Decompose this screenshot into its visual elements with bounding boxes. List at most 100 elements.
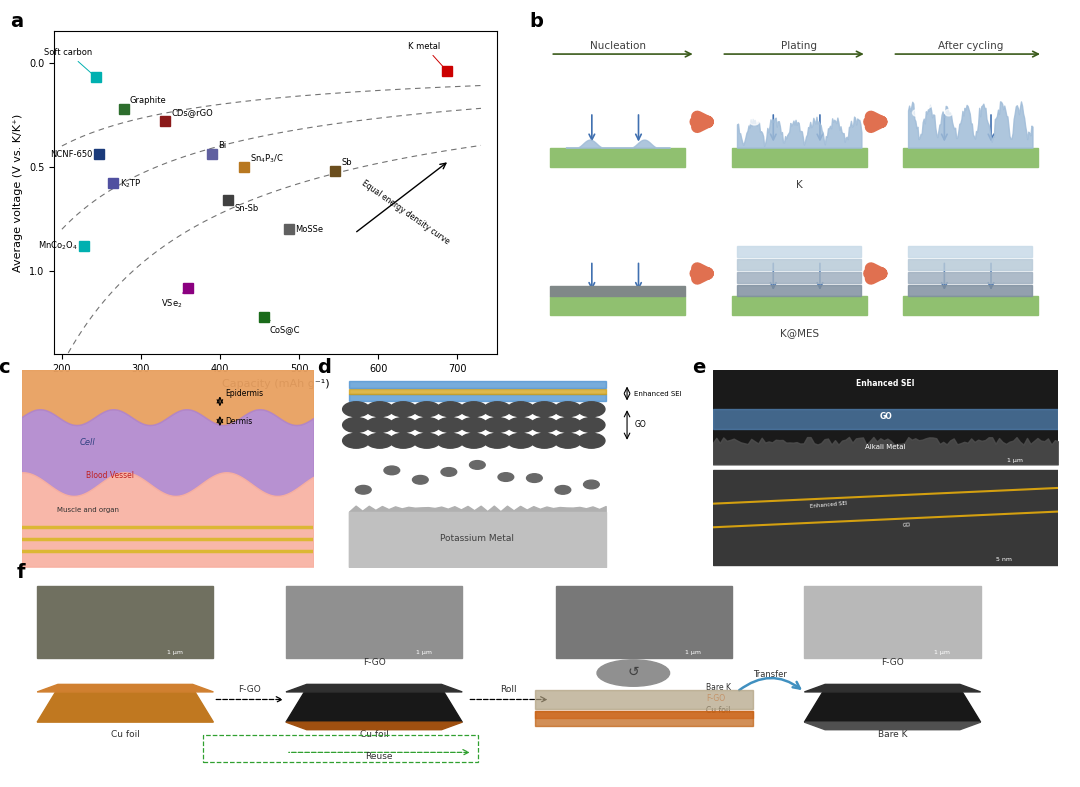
Circle shape	[554, 401, 581, 417]
Circle shape	[342, 401, 369, 417]
Polygon shape	[37, 688, 214, 722]
Bar	[737, 259, 862, 270]
Ellipse shape	[799, 91, 809, 98]
Circle shape	[498, 473, 514, 482]
Text: a: a	[10, 12, 23, 31]
Bar	[732, 148, 866, 167]
Bar	[908, 285, 1032, 296]
Text: GO: GO	[634, 420, 646, 430]
Circle shape	[441, 467, 457, 476]
Circle shape	[484, 433, 511, 448]
Bar	[551, 148, 685, 167]
Circle shape	[508, 401, 535, 417]
Circle shape	[508, 433, 535, 448]
Text: F-GO: F-GO	[881, 659, 904, 667]
Bar	[535, 711, 753, 726]
Bar	[903, 296, 1038, 316]
Text: Cu foil: Cu foil	[360, 730, 389, 739]
Circle shape	[578, 417, 605, 433]
Text: CDs@rGO: CDs@rGO	[164, 108, 213, 121]
Text: d: d	[318, 358, 330, 377]
Text: Bare K: Bare K	[878, 730, 907, 739]
Text: Sb: Sb	[335, 158, 352, 171]
Polygon shape	[286, 685, 462, 692]
Bar	[908, 246, 1032, 257]
Text: Muscle and organ: Muscle and organ	[56, 507, 119, 512]
Circle shape	[366, 433, 393, 448]
Text: f: f	[16, 563, 25, 582]
Text: K@MES: K@MES	[780, 328, 819, 338]
Circle shape	[390, 401, 417, 417]
Ellipse shape	[1018, 94, 1026, 100]
Text: 5 nm: 5 nm	[996, 556, 1012, 562]
Circle shape	[531, 401, 558, 417]
Ellipse shape	[945, 109, 953, 116]
Text: Blood Vessel: Blood Vessel	[85, 471, 134, 480]
X-axis label: Capacity (mAh g⁻¹): Capacity (mAh g⁻¹)	[221, 379, 329, 390]
Polygon shape	[37, 685, 214, 692]
Bar	[535, 690, 753, 709]
Text: b: b	[529, 12, 543, 31]
Text: Roll: Roll	[501, 685, 517, 694]
Text: MoSSe: MoSSe	[288, 225, 323, 234]
Polygon shape	[805, 685, 981, 692]
Text: CoS@C: CoS@C	[266, 318, 300, 334]
Text: c: c	[0, 358, 10, 377]
Text: Sn$_4$P$_3$/C: Sn$_4$P$_3$/C	[244, 152, 284, 167]
Text: Enhanced SEI: Enhanced SEI	[634, 390, 681, 397]
Text: F-GO: F-GO	[239, 685, 261, 694]
Circle shape	[554, 417, 581, 433]
Circle shape	[583, 480, 599, 489]
Ellipse shape	[750, 110, 760, 118]
Bar	[908, 272, 1032, 283]
Circle shape	[414, 417, 441, 433]
Text: K: K	[796, 180, 802, 190]
Text: F-GO: F-GO	[363, 659, 386, 667]
Text: Transfer: Transfer	[753, 670, 787, 679]
Bar	[203, 735, 477, 762]
Text: Cu foil: Cu foil	[706, 706, 730, 715]
Ellipse shape	[802, 87, 812, 94]
Bar	[713, 409, 1058, 429]
Text: GO: GO	[903, 523, 912, 528]
Text: Cell: Cell	[80, 438, 96, 447]
Bar	[37, 586, 214, 658]
Circle shape	[436, 433, 463, 448]
Bar	[737, 285, 862, 296]
Text: After cycling: After cycling	[937, 41, 1003, 51]
Polygon shape	[805, 722, 981, 730]
Text: Sn-Sb: Sn-Sb	[228, 200, 258, 213]
Circle shape	[484, 417, 511, 433]
Text: K$_2$TP: K$_2$TP	[113, 177, 141, 190]
Bar	[805, 586, 981, 658]
Ellipse shape	[750, 117, 759, 125]
Text: VSe$_2$: VSe$_2$	[161, 290, 187, 310]
Text: Graphite: Graphite	[123, 96, 166, 109]
Polygon shape	[286, 688, 462, 722]
Circle shape	[470, 460, 485, 469]
Text: Bare K: Bare K	[706, 683, 731, 692]
Bar	[737, 272, 862, 283]
Circle shape	[508, 417, 535, 433]
Circle shape	[460, 433, 487, 448]
Circle shape	[366, 417, 393, 433]
Text: ↺: ↺	[627, 665, 639, 679]
Bar	[908, 259, 1032, 270]
Text: Enhanced SEI: Enhanced SEI	[810, 501, 848, 508]
Text: 1 μm: 1 μm	[685, 650, 701, 655]
Circle shape	[342, 433, 369, 448]
Circle shape	[342, 417, 369, 433]
Circle shape	[484, 401, 511, 417]
Bar	[713, 370, 1058, 464]
Circle shape	[390, 433, 417, 448]
Circle shape	[414, 401, 441, 417]
Text: e: e	[692, 358, 705, 377]
Ellipse shape	[597, 660, 670, 686]
Bar	[737, 246, 862, 257]
Circle shape	[355, 486, 372, 494]
Circle shape	[384, 466, 400, 475]
Ellipse shape	[969, 77, 976, 83]
Ellipse shape	[987, 75, 995, 81]
Bar	[551, 296, 685, 316]
Text: Plating: Plating	[781, 41, 818, 51]
